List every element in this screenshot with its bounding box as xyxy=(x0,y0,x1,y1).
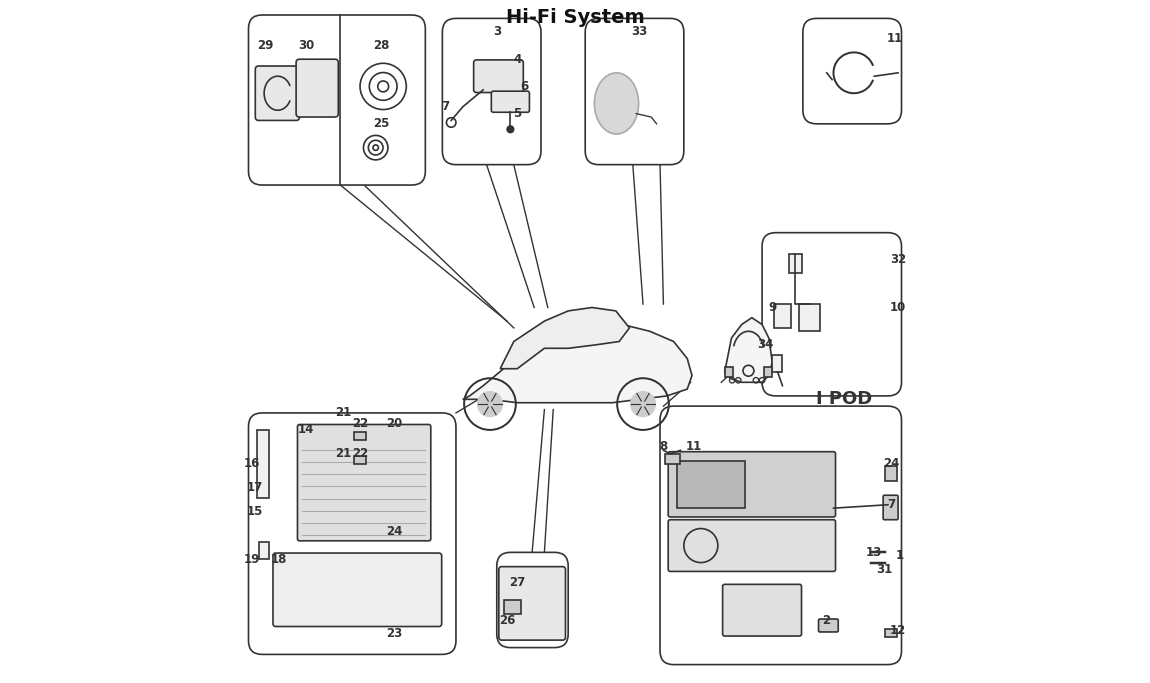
FancyBboxPatch shape xyxy=(668,520,836,572)
Text: 10: 10 xyxy=(890,301,906,314)
FancyBboxPatch shape xyxy=(497,553,568,647)
Polygon shape xyxy=(500,307,629,369)
Text: 24: 24 xyxy=(883,458,899,471)
Text: 4: 4 xyxy=(513,53,521,66)
Text: 8: 8 xyxy=(659,441,667,454)
FancyBboxPatch shape xyxy=(762,233,902,396)
Bar xyxy=(773,355,782,372)
Text: 18: 18 xyxy=(271,553,288,566)
Text: 14: 14 xyxy=(298,423,314,436)
Text: 33: 33 xyxy=(631,25,647,38)
Text: 28: 28 xyxy=(373,39,390,52)
Bar xyxy=(677,460,745,508)
Text: 9: 9 xyxy=(768,301,776,314)
FancyBboxPatch shape xyxy=(722,585,802,636)
Text: 11: 11 xyxy=(685,441,703,454)
Text: 21: 21 xyxy=(336,406,352,419)
Circle shape xyxy=(477,392,503,417)
FancyBboxPatch shape xyxy=(585,18,684,165)
Text: 22: 22 xyxy=(353,417,369,430)
Text: 19: 19 xyxy=(244,553,260,566)
Polygon shape xyxy=(724,318,773,382)
Text: I POD: I POD xyxy=(815,390,872,408)
Text: 3: 3 xyxy=(492,25,501,38)
Bar xyxy=(789,255,802,273)
Bar xyxy=(764,367,773,377)
Text: 1: 1 xyxy=(896,549,904,562)
Text: 15: 15 xyxy=(247,505,263,518)
Text: 7: 7 xyxy=(442,100,450,113)
Text: 5: 5 xyxy=(513,107,521,120)
Text: 24: 24 xyxy=(386,525,402,538)
Text: 34: 34 xyxy=(757,338,774,351)
Bar xyxy=(884,466,897,481)
FancyBboxPatch shape xyxy=(474,60,523,92)
Text: 2: 2 xyxy=(822,614,830,627)
FancyBboxPatch shape xyxy=(248,15,426,185)
FancyBboxPatch shape xyxy=(883,495,898,520)
Bar xyxy=(354,456,366,464)
Text: 21: 21 xyxy=(336,447,352,460)
Text: 26: 26 xyxy=(499,614,515,627)
FancyBboxPatch shape xyxy=(803,18,902,124)
FancyBboxPatch shape xyxy=(273,553,442,626)
Text: Hi-Fi System: Hi-Fi System xyxy=(506,8,644,27)
Text: 11: 11 xyxy=(887,32,903,45)
Bar xyxy=(724,367,733,377)
FancyBboxPatch shape xyxy=(443,18,540,165)
Bar xyxy=(259,542,269,559)
Text: 30: 30 xyxy=(298,39,314,52)
FancyBboxPatch shape xyxy=(248,413,455,654)
Text: 7: 7 xyxy=(888,499,896,512)
Text: 6: 6 xyxy=(520,80,528,93)
FancyBboxPatch shape xyxy=(255,66,299,120)
Text: 32: 32 xyxy=(890,253,906,266)
Bar xyxy=(774,304,791,328)
FancyBboxPatch shape xyxy=(660,406,902,665)
FancyBboxPatch shape xyxy=(819,619,838,632)
FancyBboxPatch shape xyxy=(668,451,836,517)
Text: 27: 27 xyxy=(509,576,526,589)
Text: 20: 20 xyxy=(386,417,402,430)
Bar xyxy=(799,304,820,331)
FancyBboxPatch shape xyxy=(499,567,566,640)
FancyBboxPatch shape xyxy=(491,91,529,112)
Text: 12: 12 xyxy=(890,624,906,637)
FancyBboxPatch shape xyxy=(298,425,431,541)
Text: 25: 25 xyxy=(373,117,390,130)
Text: 17: 17 xyxy=(247,482,263,494)
Circle shape xyxy=(507,126,514,133)
Text: 22: 22 xyxy=(353,447,369,460)
Polygon shape xyxy=(462,318,692,403)
Ellipse shape xyxy=(595,73,638,134)
FancyBboxPatch shape xyxy=(296,59,338,117)
Bar xyxy=(504,600,521,613)
Bar xyxy=(666,454,681,464)
Circle shape xyxy=(631,392,655,417)
Bar xyxy=(256,430,269,498)
Text: 16: 16 xyxy=(244,458,260,471)
Text: 31: 31 xyxy=(876,563,892,576)
Bar xyxy=(354,432,366,440)
Text: 23: 23 xyxy=(386,628,402,641)
Text: 13: 13 xyxy=(866,546,882,559)
Bar xyxy=(884,629,897,637)
Text: 29: 29 xyxy=(258,39,274,52)
